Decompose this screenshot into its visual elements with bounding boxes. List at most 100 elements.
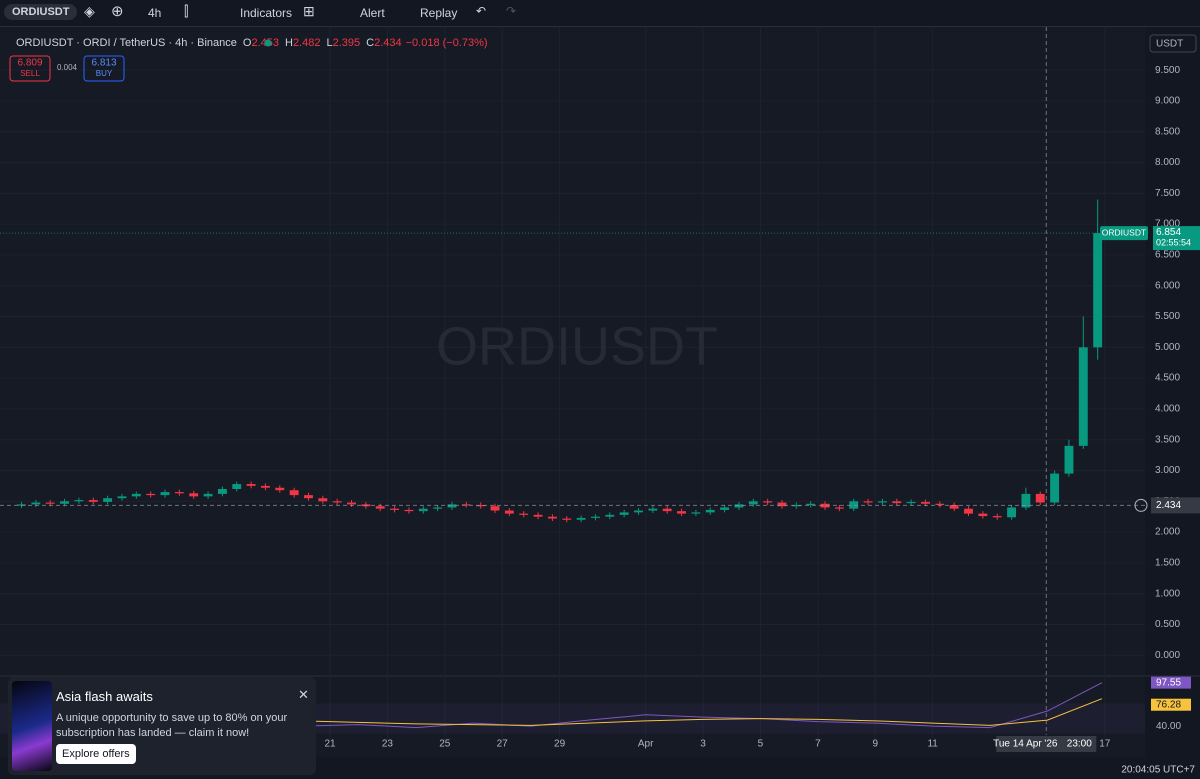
candle-body (375, 506, 385, 509)
y-tick-label: 3.000 (1155, 465, 1180, 476)
y-tick-label: 9.000 (1155, 96, 1180, 107)
y-tick-label: 0.500 (1155, 619, 1180, 630)
candle-body (662, 508, 672, 512)
price-tag-symbol-bg (1100, 226, 1148, 241)
alert[interactable]: Alert (360, 6, 385, 20)
clock: 20:04:05 UTC+7 (1121, 765, 1195, 776)
y-tick-label: 4.000 (1155, 404, 1180, 415)
symbol-button[interactable]: ORDIUSDT (4, 4, 78, 20)
redo[interactable]: ↷ (506, 4, 517, 18)
candle-body (433, 507, 443, 509)
y-tick-label: 4.500 (1155, 373, 1180, 384)
candle-body (634, 510, 643, 513)
replay[interactable]: Replay (420, 6, 458, 20)
candle-body (978, 513, 988, 517)
market-dot (264, 39, 272, 47)
y-tick-label: 7.500 (1155, 188, 1180, 199)
y-tick-label: 8.500 (1155, 126, 1180, 137)
candle-body (390, 508, 400, 510)
price-tag-symbol: ORDIUSDT (1102, 227, 1146, 237)
candle-body (806, 503, 816, 505)
x-tick-label: Apr (638, 739, 654, 750)
legend: ORDIUSDT · ORDI / TetherUS · 4h · Binanc… (16, 37, 488, 49)
buy-label: BUY (96, 69, 113, 78)
watermark: ORDIUSDT (436, 316, 718, 376)
add-alert-button[interactable] (1134, 498, 1148, 512)
x-tick-label: 17 (1099, 739, 1111, 750)
candle-body (189, 493, 199, 497)
candle-body (576, 517, 586, 520)
candle-body (461, 504, 471, 506)
candle-body (117, 496, 127, 499)
x-tick-label: 25 (439, 739, 451, 750)
candle-body (834, 507, 844, 509)
currency-button[interactable] (1149, 34, 1197, 53)
candle-body (547, 516, 557, 519)
interval[interactable]: 4h (148, 6, 162, 20)
candle-body (217, 488, 227, 494)
candle-body (103, 498, 113, 502)
legend-value: 2.482 (293, 37, 321, 49)
candle-body (820, 503, 830, 508)
y-tick-label: 3.500 (1155, 434, 1180, 445)
candle-body (404, 509, 414, 512)
candle-body (160, 492, 170, 496)
x-tick-label: 21 (324, 739, 336, 750)
candle-body (677, 511, 686, 514)
candle-body (347, 502, 356, 505)
rsi-value: 97.55 (1156, 677, 1181, 688)
undo[interactable]: ↶ (476, 4, 487, 18)
candle-body (1064, 445, 1074, 474)
buy-box[interactable] (83, 55, 125, 82)
candle-body (232, 484, 242, 489)
candle-body (131, 493, 141, 497)
candle-body (691, 512, 701, 514)
candle-body (921, 501, 930, 504)
promo-button[interactable]: Explore offers (56, 744, 136, 764)
candle-body (246, 484, 256, 486)
x-tick-label: 29 (554, 739, 566, 750)
sell-label: SELL (20, 69, 40, 78)
candle-body (1078, 347, 1088, 446)
buy-price: 6.813 (91, 58, 116, 69)
candle-body (906, 501, 916, 504)
candle-body (1050, 473, 1060, 503)
x-tick-label: 9 (872, 739, 878, 750)
layout-icon[interactable]: ⊞ (303, 3, 315, 19)
promo-image (12, 681, 52, 771)
legend-value: 2.395 (333, 37, 361, 49)
candle-body (949, 504, 959, 509)
candle-body (877, 501, 887, 503)
toolbar: ORDIUSDT ◈ ⊕ 4h ⫿ Indicators ⊞ Alert Rep… (0, 0, 1200, 27)
search-icon[interactable]: ◈ (84, 3, 95, 19)
candle-body (203, 493, 213, 497)
price-axis (1145, 27, 1200, 779)
legend-key: O (243, 37, 252, 49)
candle-body (648, 508, 658, 511)
y-tick-label: 5.500 (1155, 311, 1180, 322)
add-icon[interactable]: ⊕ (111, 3, 124, 20)
spread: 0.004 (57, 63, 78, 72)
candle-body (720, 507, 730, 510)
y-tick-label: 8.000 (1155, 157, 1180, 168)
indicators[interactable]: Indicators (240, 6, 293, 20)
promo-body: A unique opportunity to save up to 80% o… (56, 712, 288, 739)
sell-box[interactable] (9, 55, 51, 82)
candle-body (763, 501, 773, 503)
x-tick-label: 7 (815, 739, 821, 750)
sell-price: 6.809 (17, 58, 42, 69)
candle-body (791, 504, 801, 507)
promo-popup: Asia flash awaits ✕ A unique opportunity… (8, 677, 316, 775)
price-tag-bg (1153, 226, 1200, 251)
candle-body (318, 498, 328, 502)
candle-icon[interactable]: ⫿ (184, 3, 189, 19)
crosshair-time2: 23:00 (1067, 739, 1092, 750)
promo-close[interactable]: ✕ (298, 687, 309, 702)
candle-body (275, 487, 285, 491)
candle-body (476, 504, 486, 507)
y-tick-label: 1.000 (1155, 588, 1180, 599)
candle-body (533, 514, 543, 517)
candle-body (45, 502, 55, 504)
y-tick-label: 1.500 (1155, 558, 1180, 569)
rsi-value: 76.28 (1156, 699, 1181, 710)
